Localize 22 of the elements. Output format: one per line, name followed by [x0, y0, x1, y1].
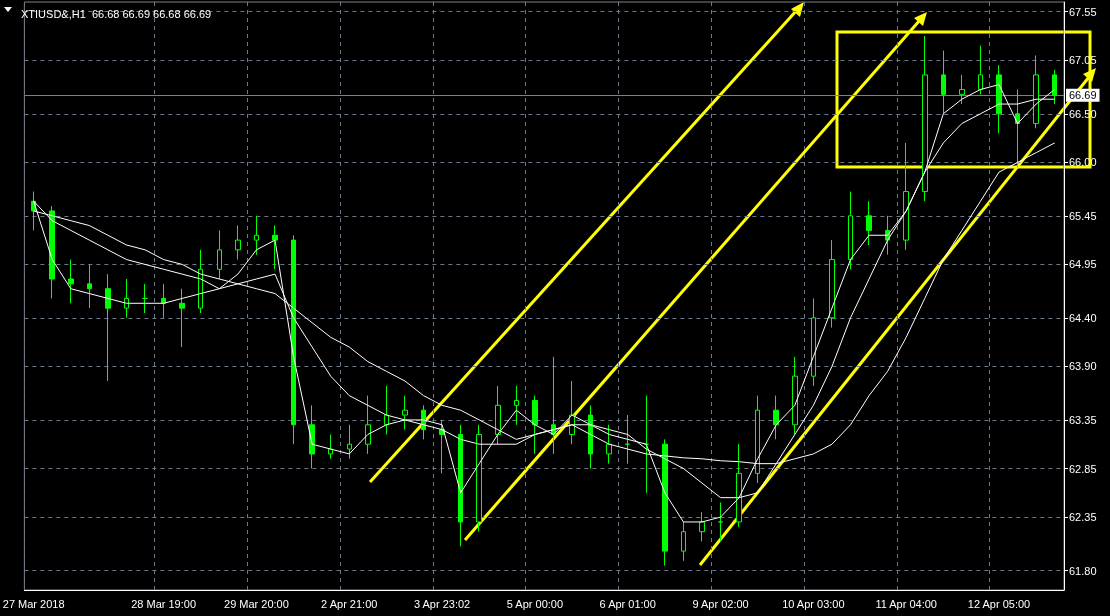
y-tick-label: 65.45 — [1069, 209, 1097, 222]
y-tick-label: 67.55 — [1069, 5, 1097, 18]
x-tick-label: 3 Apr 23:02 — [413, 597, 471, 610]
x-tick-label: 9 Apr 02:00 — [692, 597, 749, 610]
x-tick-label: 28 Mar 19:00 — [131, 597, 197, 610]
y-tick-label: 64.95 — [1069, 258, 1097, 271]
y-tick-label: 62.85 — [1069, 462, 1097, 475]
x-tick-label: 6 Apr 01:00 — [599, 597, 656, 610]
y-tick-label: 63.90 — [1069, 360, 1097, 373]
y-tick-label: 63.35 — [1069, 413, 1097, 426]
x-tick-label: 11 Apr 04:00 — [875, 597, 937, 610]
x-tick-label: 29 Mar 20:00 — [224, 597, 289, 610]
text: XTIUSD&,H1 66.68 66.69 66.68 66.69 — [21, 7, 212, 20]
x-tick-label: 2 Apr 21:00 — [321, 597, 378, 610]
y-tick-label: 61.80 — [1069, 564, 1097, 577]
y-tick-label: 62.35 — [1069, 511, 1097, 524]
x-tick-label: 27 Mar 2018 — [2, 597, 65, 610]
x-tick-label: 5 Apr 00:00 — [506, 597, 564, 610]
x-tick-label: 10 Apr 03:00 — [782, 597, 845, 610]
x-tick-label: 12 Apr 05:00 — [967, 597, 1031, 610]
ref-line-label: 66.69 — [1069, 89, 1097, 102]
y-tick-label: 64.40 — [1069, 311, 1097, 324]
